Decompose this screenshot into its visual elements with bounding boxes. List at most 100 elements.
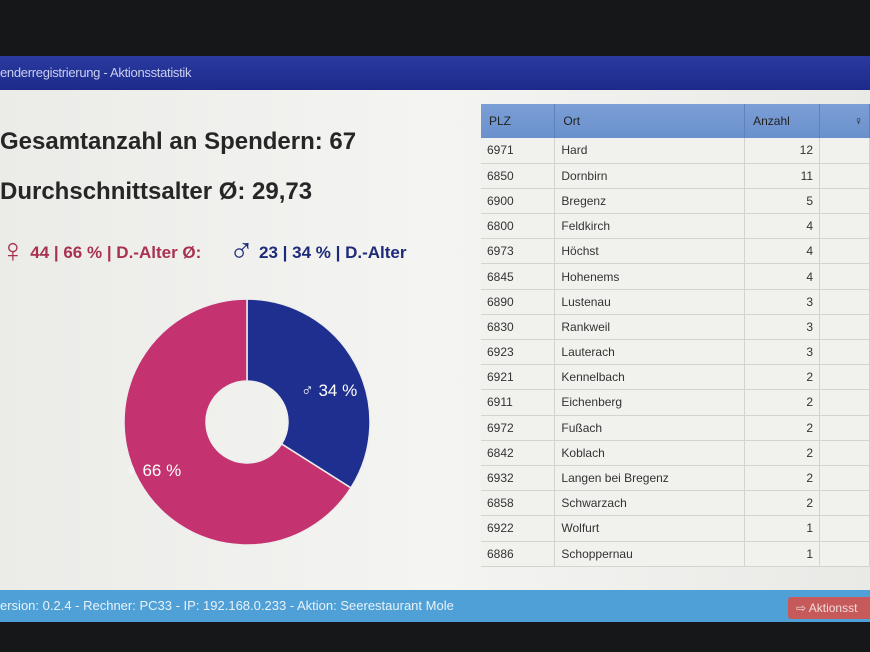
- female-cell: [819, 289, 870, 315]
- anzahl-cell: 3: [744, 314, 821, 341]
- table-row: 6971 Hard 12: [481, 138, 870, 164]
- plz-cell: 6800: [481, 213, 556, 240]
- plz-cell: 6842: [481, 440, 556, 466]
- anzahl-cell: 11: [744, 163, 821, 189]
- slice-label: ♀ 66 %: [125, 461, 181, 480]
- table-row: 6900 Bregenz 5: [481, 188, 870, 215]
- table-row: 6858 Schwarzach 2: [481, 490, 870, 517]
- plz-cell: 6971: [481, 138, 556, 164]
- table-row: 6845 Hohenems 4: [481, 263, 870, 290]
- ort-cell: Lustenau: [554, 289, 746, 315]
- female-cell: [819, 138, 870, 164]
- plz-cell: 6921: [481, 364, 556, 391]
- anzahl-cell: 3: [744, 289, 821, 315]
- table-row: 6800 Feldkirch 4: [481, 213, 870, 240]
- anzahl-cell: 2: [744, 364, 821, 391]
- ort-cell: Schwarzach: [554, 490, 746, 517]
- ort-cell: Wolfurt: [554, 515, 746, 542]
- female-cell: [819, 188, 870, 215]
- ort-cell: Dornbirn: [554, 163, 746, 189]
- female-cell: [819, 238, 870, 265]
- female-cell: [819, 339, 870, 366]
- sign-out-icon: ⇨: [796, 601, 809, 615]
- male-stats: 23 | 34 % | D.-Alter: [259, 243, 407, 262]
- table-row: 6972 Fußach 2: [481, 415, 870, 441]
- plz-cell: 6845: [481, 263, 556, 290]
- table-row: 6973 Höchst 4: [481, 238, 870, 265]
- pie-slice[interactable]: [246, 298, 371, 489]
- table-row: 6921 Kennelbach 2: [481, 364, 870, 391]
- pie-slice[interactable]: [123, 298, 352, 546]
- ort-cell: Hard: [554, 138, 746, 164]
- table-row: 6886 Schoppernau 1: [481, 541, 870, 567]
- total-donors: Gesamtanzahl an Spendern: 67: [0, 128, 357, 155]
- ort-cell: Eichenberg: [554, 389, 746, 416]
- plz-cell: 6973: [481, 238, 556, 265]
- female-cell: [819, 440, 870, 466]
- anzahl-cell: 12: [744, 138, 821, 164]
- location-table: PLZ Ort Anzahl ♀ 6971 Hard 12 6850 Dornbirn 11 69…: [481, 104, 870, 567]
- ort-cell: Höchst: [554, 238, 746, 265]
- plz-cell: 6911: [481, 389, 556, 416]
- column-header[interactable]: Ort: [554, 104, 746, 138]
- plz-cell: 6830: [481, 314, 556, 341]
- female-cell: [819, 415, 870, 441]
- exit-action-button[interactable]: ⇨ Aktionsst: [788, 597, 870, 619]
- female-cell: [819, 314, 870, 341]
- table-row: 6911 Eichenberg 2: [481, 389, 870, 416]
- table-row: 6850 Dornbirn 11: [481, 163, 870, 189]
- ort-cell: Fußach: [554, 415, 746, 441]
- ort-cell: Rankweil: [554, 314, 746, 341]
- plz-cell: 6922: [481, 515, 556, 542]
- column-header[interactable]: ♀: [819, 104, 870, 138]
- slice-label: ♂ 34 %: [301, 381, 357, 400]
- anzahl-cell: 3: [744, 339, 821, 366]
- window-title: enderregistrierung - Aktionsstatistik: [0, 56, 870, 90]
- exit-label: Aktionsst: [808, 601, 858, 615]
- plz-cell: 6972: [481, 415, 556, 441]
- ort-cell: Koblach: [554, 440, 746, 466]
- status-bar: ersion: 0.2.4 - Rechner: PC33 - IP: 192.…: [0, 590, 870, 622]
- anzahl-cell: 4: [744, 263, 821, 290]
- female-cell: [819, 364, 870, 391]
- female-cell: [819, 490, 870, 517]
- ort-cell: Lauterach: [554, 339, 746, 366]
- female-stats: 44 | 66 % | D.-Alter Ø:: [30, 243, 202, 262]
- female-cell: [819, 389, 870, 416]
- anzahl-cell: 5: [744, 188, 821, 215]
- column-header[interactable]: PLZ: [481, 104, 556, 138]
- gender-donut-chart: ♂ 34 % ♀ 66 %: [123, 298, 371, 546]
- anzahl-cell: 4: [744, 238, 821, 265]
- male-icon: ♂: [228, 232, 255, 270]
- ort-cell: Schoppernau: [554, 541, 746, 567]
- ort-cell: Langen bei Bregenz: [554, 465, 746, 492]
- table-row: 6842 Koblach 2: [481, 440, 870, 466]
- table-row: 6923 Lauterach 3: [481, 339, 870, 366]
- plz-cell: 6923: [481, 339, 556, 366]
- anzahl-cell: 2: [744, 389, 821, 416]
- female-icon: ♀: [0, 232, 26, 270]
- gender-stats: ♀ 44 | 66 % | D.-Alter Ø: ♂ 23 | 34 % | …: [0, 232, 406, 271]
- ort-cell: Kennelbach: [554, 364, 746, 391]
- ort-cell: Bregenz: [554, 188, 746, 215]
- column-header[interactable]: Anzahl: [744, 104, 821, 138]
- female-cell: [819, 515, 870, 542]
- table-row: 6830 Rankweil 3: [481, 314, 870, 341]
- plz-cell: 6850: [481, 163, 556, 189]
- main-content: Gesamtanzahl an Spendern: 67 Durchschnit…: [0, 90, 870, 590]
- female-cell: [819, 263, 870, 290]
- plz-cell: 6886: [481, 541, 556, 567]
- anzahl-cell: 4: [744, 213, 821, 240]
- table-row: 6922 Wolfurt 1: [481, 515, 870, 542]
- female-cell: [819, 541, 870, 567]
- average-age: Durchschnittsalter Ø: 29,73: [0, 178, 313, 205]
- plz-cell: 6858: [481, 490, 556, 517]
- anzahl-cell: 2: [744, 490, 821, 517]
- table-row: 6890 Lustenau 3: [481, 289, 870, 315]
- anzahl-cell: 2: [744, 465, 821, 492]
- plz-cell: 6900: [481, 188, 556, 215]
- female-cell: [819, 163, 870, 189]
- ort-cell: Feldkirch: [554, 213, 746, 240]
- anzahl-cell: 2: [744, 415, 821, 441]
- plz-cell: 6932: [481, 465, 556, 492]
